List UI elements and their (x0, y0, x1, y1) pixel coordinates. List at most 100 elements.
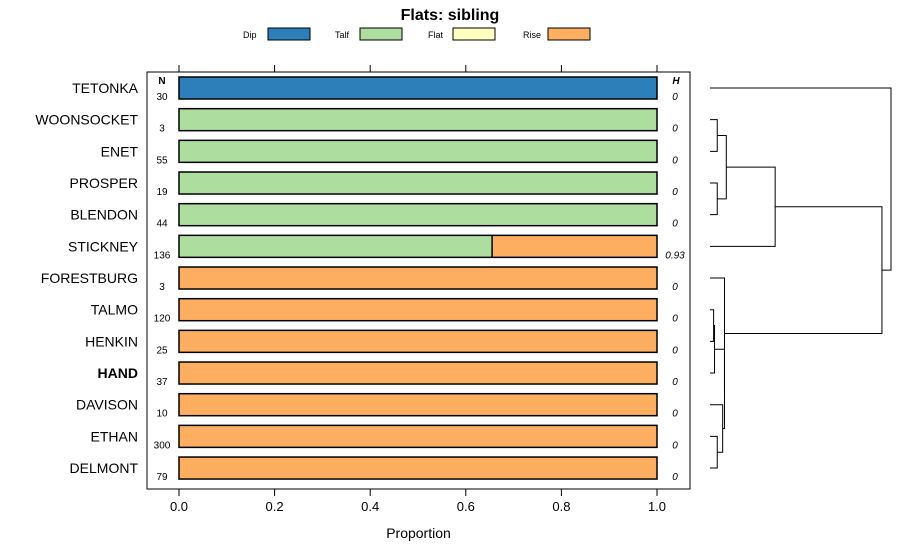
bar-segment-rise (492, 235, 657, 258)
row-label: ETHAN (91, 428, 138, 444)
row-label: TALMO (91, 302, 138, 318)
row-label: FORESTBURG (41, 270, 138, 286)
dendrogram-branch (710, 277, 725, 389)
dendrogram-branch (710, 166, 776, 247)
legend-swatch-rise (547, 27, 591, 41)
row-n-value: 44 (156, 219, 168, 230)
bar-outline (178, 392, 658, 417)
h-column-header: H (672, 76, 680, 87)
bar-segment-talf (179, 140, 657, 163)
dendrogram-branch (710, 309, 715, 342)
row-label: PROSPER (70, 175, 138, 191)
row-label: TETONKA (72, 80, 139, 96)
x-tick-label: 0.6 (457, 499, 475, 514)
legend-swatch-flat (452, 27, 496, 41)
dendrogram-branch (710, 404, 724, 453)
legend-swatch-talf (359, 27, 403, 41)
row-n-value: 79 (156, 472, 168, 483)
bar-outline (178, 361, 658, 385)
bar-outline (178, 329, 658, 354)
bar-segment-talf (179, 108, 657, 131)
bar-segment-rise (179, 267, 657, 290)
row-h-value: 0 (672, 345, 678, 356)
bar-outline (178, 171, 658, 195)
legend-swatch-dip (267, 27, 311, 41)
bar-outline (178, 297, 658, 322)
row-label: WOONSOCKET (35, 112, 138, 128)
row-n-value: 3 (159, 124, 165, 135)
bar-outline (178, 139, 658, 164)
legend-label-talf: Talf (335, 30, 350, 40)
bar-segment-talf (179, 235, 493, 258)
bar-outline (178, 107, 658, 132)
row-n-value: 3 (159, 282, 165, 293)
bar-outline (178, 424, 658, 449)
row-h-value: 0 (672, 440, 678, 451)
row-label: HAND (98, 365, 138, 381)
bar-outline (178, 266, 658, 290)
x-tick-label: 0.2 (266, 499, 284, 514)
plot-frame (146, 71, 691, 490)
row-n-value: 37 (156, 377, 168, 388)
bar-segment-rise (179, 362, 657, 385)
chart-title: Flats: sibling (401, 7, 500, 24)
dendrogram-branch (710, 87, 892, 271)
bar-outline (178, 234, 658, 259)
bar-outline (178, 456, 658, 480)
row-h-value: 0 (672, 124, 678, 135)
legend-label-flat: Flat (428, 30, 444, 40)
dendrogram-branch (710, 435, 718, 469)
x-axis: 0.0 0.2 0.4 0.6 0.8 1.0 (170, 65, 666, 514)
x-tick-label: 0.0 (170, 499, 188, 514)
bar-segment-rise (179, 393, 657, 416)
legend-label-rise: Rise (523, 30, 541, 40)
bar-outline (178, 202, 658, 227)
legend: Dip Talf Flat Rise (243, 27, 591, 41)
row-h-value: 0 (672, 187, 678, 198)
row-n-value: 120 (154, 314, 171, 325)
dendrogram-branch (710, 119, 718, 152)
row-n-value: 55 (156, 155, 168, 166)
row-h-value: 0.93 (665, 250, 685, 261)
dendrogram-branch (710, 182, 718, 216)
row-label: ENET (101, 143, 139, 159)
row-label: DAVISON (76, 397, 138, 413)
row-h-value: 0 (672, 409, 678, 420)
row-n-value: 10 (156, 409, 168, 420)
x-axis-label: Proportion (386, 525, 451, 541)
row-label: STICKNEY (68, 238, 139, 254)
bar-segment-rise (179, 457, 657, 480)
bar-segment-dip (179, 77, 657, 99)
x-tick-label: 0.4 (361, 499, 379, 514)
row-h-value: 0 (672, 282, 678, 293)
row-n-value: 30 (156, 92, 168, 103)
x-tick-label: 0.8 (552, 499, 570, 514)
bar-segment-rise (179, 425, 657, 448)
row-label: HENKIN (85, 333, 138, 349)
dendrogram-branch (717, 135, 727, 200)
row-n-value: 300 (154, 440, 171, 451)
row-label: DELMONT (70, 460, 139, 476)
bar-segment-talf (179, 172, 657, 195)
legend-label-dip: Dip (243, 30, 257, 40)
row-h-value: 0 (672, 314, 678, 325)
row-h-value: 0 (672, 92, 678, 103)
bar-segment-rise (179, 298, 657, 321)
n-column-header: N (158, 76, 165, 87)
dendrogram-branch (724, 206, 883, 334)
row-h-value: 0 (672, 377, 678, 388)
row-n-value: 25 (156, 345, 168, 356)
bar-outline (178, 76, 658, 100)
dendrogram (710, 87, 892, 469)
bar-segment-talf (179, 203, 657, 226)
row-label: BLENDON (70, 207, 138, 223)
row-h-value: 0 (672, 155, 678, 166)
bar-segment-rise (179, 330, 657, 353)
row-h-value: 0 (672, 472, 678, 483)
x-tick-label: 1.0 (648, 499, 666, 514)
row-h-value: 0 (672, 219, 678, 230)
row-n-value: 136 (154, 250, 171, 261)
row-n-value: 19 (156, 187, 168, 198)
